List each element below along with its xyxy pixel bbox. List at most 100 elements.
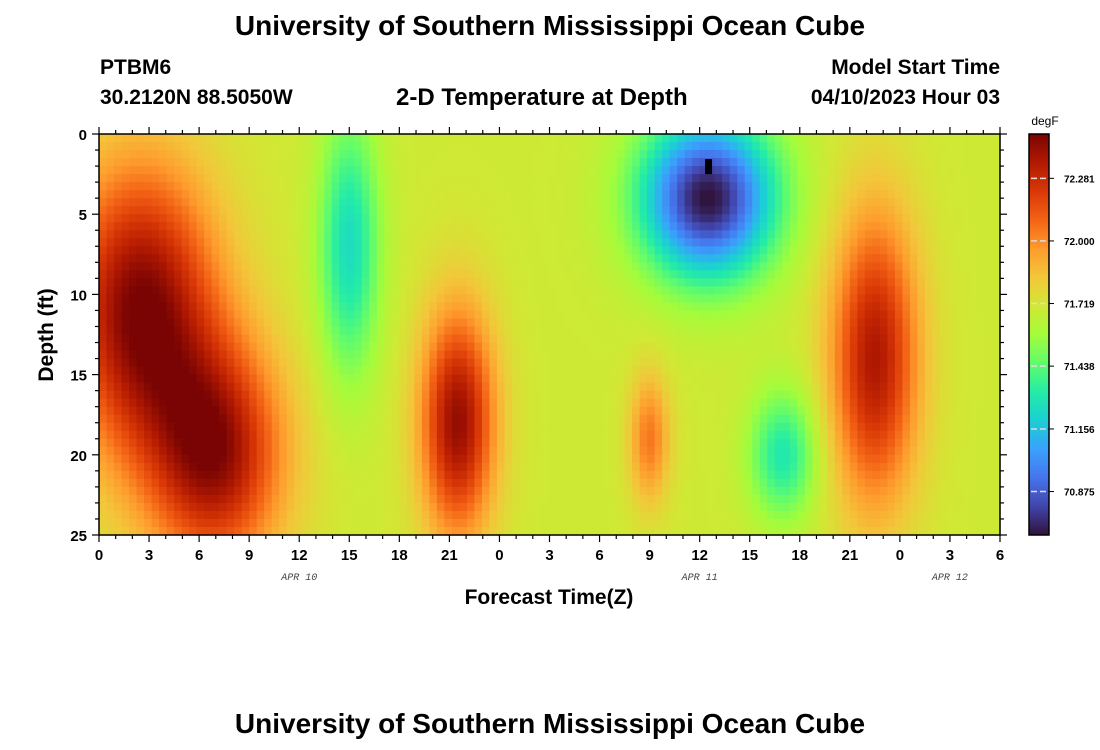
heatmap-cell [617,326,626,336]
heatmap-cell [632,454,641,464]
heatmap-cell [526,414,536,424]
heatmap-cell [902,166,911,175]
heatmap-cell [286,174,295,183]
heatmap-cell [662,230,671,239]
heatmap-cell [369,414,378,424]
heatmap-cell [211,422,220,432]
heatmap-cell [879,334,888,344]
heatmap-cell [264,182,273,191]
heatmap-cell [151,254,160,263]
heatmap-cell [211,366,220,376]
heatmap-cell [114,190,123,199]
heatmap-cell [249,318,258,328]
heatmap-cell [834,198,843,207]
heatmap-cell [662,374,671,384]
heatmap-cell [632,430,641,440]
heatmap-cell [932,222,941,231]
heatmap-cell [834,350,843,360]
heatmap-cell [774,334,783,344]
heatmap-cell [759,382,768,392]
heatmap-cell [939,438,949,448]
heatmap-cell [804,302,813,312]
heatmap-cell [842,246,851,255]
heatmap-cell [699,158,708,167]
heatmap-cell [361,182,370,191]
heatmap-cell [954,142,964,151]
heatmap-cell [632,142,641,151]
heatmap-cell [684,406,693,416]
heatmap-cell [654,230,663,239]
heatmap-cell [534,278,543,287]
heatmap-cell [331,310,340,320]
heatmap-cell [797,230,806,239]
heatmap-cell [662,454,671,464]
heatmap-cell [857,158,866,167]
heatmap-cell [977,166,986,175]
heatmap-cell [677,406,686,416]
heatmap-cell [969,374,979,384]
heatmap-cell [316,310,325,320]
heatmap-cell [909,158,919,167]
heatmap-cell [917,174,926,183]
heatmap-cell [662,214,671,223]
heatmap-cell [279,334,288,344]
heatmap-cell [932,238,941,247]
heatmap-cell [992,214,1001,223]
heatmap-cell [827,390,836,400]
heatmap-cell [812,182,821,191]
heatmap-cell [549,302,558,312]
heatmap-cell [954,318,964,328]
heatmap-cell [887,286,896,295]
heatmap-cell [609,174,618,183]
heatmap-cell [151,174,160,183]
heatmap-cell [541,230,551,239]
heatmap-cell [759,142,768,151]
heatmap-cell [812,158,821,167]
heatmap-cell [474,430,483,440]
heatmap-cell [977,214,986,223]
heatmap-cell [954,406,964,416]
heatmap-cell [444,254,453,263]
heatmap-cell [834,134,843,143]
heatmap-cell [481,454,491,464]
heatmap-cell [774,238,783,247]
heatmap-cell [804,238,813,247]
heatmap-cell [406,198,415,207]
heatmap-cell [181,158,190,167]
heatmap-cell [624,190,633,199]
heatmap-cell [331,374,340,384]
heatmap-cell [241,174,250,183]
heatmap-cell [602,334,611,344]
heatmap-cell [264,246,273,255]
heatmap-cell [331,262,340,271]
heatmap-cell [496,446,506,456]
heatmap-cell [572,150,581,159]
heatmap-cell [947,342,956,352]
heatmap-cell [692,262,701,271]
heatmap-cell [617,254,626,263]
heatmap-cell [654,342,663,352]
heatmap-cell [564,254,573,263]
heatmap-cell [159,270,168,279]
heatmap-cell [939,454,949,464]
heatmap-cell [722,206,731,215]
heatmap-cell [256,174,265,183]
heatmap-cell [534,206,543,215]
heatmap-cell [459,286,468,295]
heatmap-cell [917,414,926,424]
heatmap-cell [962,262,971,271]
heatmap-cell [369,422,378,432]
heatmap-cell [496,406,506,416]
heatmap-cell [617,366,626,376]
heatmap-cell [519,438,528,448]
heatmap-cell [632,230,641,239]
heatmap-cell [947,366,956,376]
heatmap-cell [361,190,370,199]
heatmap-cell [797,142,806,151]
heatmap-cell [617,430,626,440]
heatmap-cell [857,190,866,199]
heatmap-cell [451,318,460,328]
heatmap-cell [376,342,385,352]
heatmap-cell [714,158,723,167]
heatmap-cell [196,222,205,231]
